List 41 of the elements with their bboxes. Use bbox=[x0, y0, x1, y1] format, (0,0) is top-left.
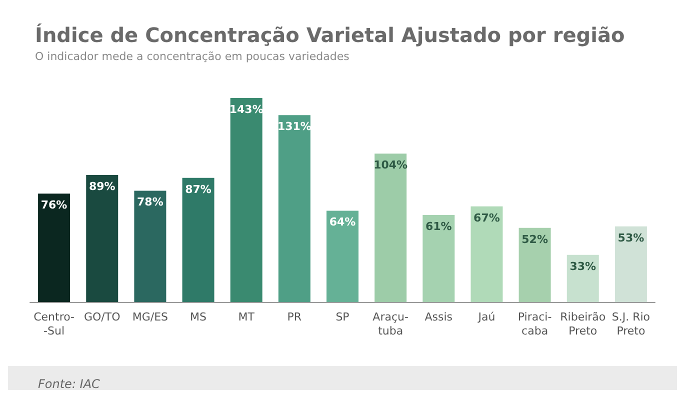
bar bbox=[38, 194, 70, 302]
data-label: 53% bbox=[618, 231, 644, 244]
data-label: 64% bbox=[329, 216, 356, 229]
x-tick-label: GO/TO bbox=[84, 310, 121, 324]
x-tick-label: Centro- -Sul bbox=[34, 310, 75, 338]
x-tick-label: S.J. Rio Preto bbox=[612, 310, 650, 338]
bar bbox=[86, 175, 118, 302]
data-label: 131% bbox=[277, 120, 312, 134]
x-tick-label: MT bbox=[238, 310, 255, 324]
bar bbox=[374, 154, 407, 302]
data-label: 33% bbox=[570, 260, 596, 273]
data-label: 61% bbox=[425, 220, 452, 233]
x-tick-label: SP bbox=[336, 310, 350, 324]
x-tick-label: Ribeirão Preto bbox=[560, 310, 606, 338]
data-label: 67% bbox=[474, 211, 500, 224]
x-tick-label: Assis bbox=[424, 310, 453, 324]
bar bbox=[182, 178, 214, 302]
data-label: 52% bbox=[522, 232, 548, 246]
bar bbox=[278, 115, 310, 302]
x-tick-label: PR bbox=[287, 310, 302, 324]
bar bbox=[614, 226, 647, 302]
x-tick-label: Araçu- tuba bbox=[372, 310, 408, 338]
bar bbox=[134, 190, 166, 302]
bar bbox=[230, 98, 262, 302]
bar bbox=[566, 254, 599, 302]
bar bbox=[326, 210, 358, 302]
x-tick-label: MS bbox=[190, 310, 207, 324]
data-label: 89% bbox=[88, 180, 116, 194]
x-tick-label: Jaú bbox=[477, 310, 496, 324]
chart-title: Índice de Concentração Varietal Ajustado por região bbox=[35, 23, 625, 47]
data-label: 78% bbox=[137, 196, 164, 209]
data-label: 76% bbox=[40, 198, 68, 212]
x-tick-label: Piraci- caba bbox=[518, 310, 552, 338]
bar bbox=[518, 228, 551, 302]
source-note: Fonte: IAC bbox=[38, 377, 101, 391]
data-label: 87% bbox=[185, 182, 212, 196]
data-label: 143% bbox=[229, 102, 264, 116]
x-tick-label: MG/ES bbox=[132, 310, 168, 324]
bar bbox=[422, 214, 455, 302]
bar bbox=[470, 206, 503, 302]
chart-subtitle: O indicador mede a concentração em poucas variedades bbox=[35, 50, 350, 63]
